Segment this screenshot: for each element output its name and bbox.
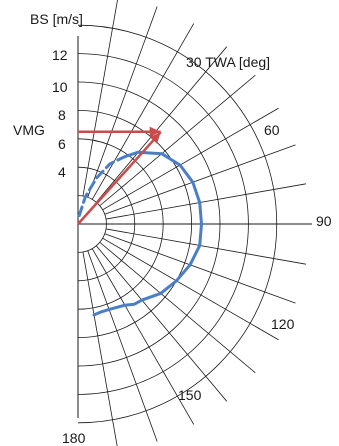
grid-radial-130 bbox=[99, 241, 256, 374]
bs-tick-4: 4 bbox=[58, 164, 66, 180]
bs-tick-12: 12 bbox=[52, 47, 68, 63]
optimal-heading-arrow-head bbox=[149, 132, 161, 144]
polar-curves bbox=[77, 150, 203, 317]
angle-label-90: 90 bbox=[316, 213, 332, 229]
vmg-vectors bbox=[77, 126, 162, 225]
bs-tick-6: 6 bbox=[58, 136, 66, 152]
polar-grid bbox=[77, 0, 312, 446]
polar-curve bbox=[92, 150, 203, 317]
vmg-label: VMG bbox=[13, 122, 45, 138]
grid-radial-80 bbox=[105, 183, 307, 220]
polar-curve-dashed bbox=[77, 155, 127, 218]
grid-radial-160 bbox=[87, 250, 158, 442]
grid-radial-60 bbox=[102, 107, 279, 211]
grid-radial-50 bbox=[99, 74, 256, 207]
y-axis-label: BS [m/s] bbox=[30, 11, 83, 27]
bs-tick-10: 10 bbox=[52, 79, 68, 95]
grid-radial-10 bbox=[82, 0, 118, 197]
grid-radial-140 bbox=[95, 245, 228, 402]
grid-radial-170 bbox=[82, 251, 118, 446]
grid-radial-110 bbox=[104, 233, 296, 304]
twa-axis-label: 30 TWA [deg] bbox=[186, 54, 270, 70]
vmg-arrow-head bbox=[149, 126, 161, 137]
grid-radial-40 bbox=[95, 46, 228, 203]
grid-radial-120 bbox=[102, 237, 279, 341]
angle-label-150: 150 bbox=[178, 387, 202, 403]
optimal-heading-arrow-line bbox=[77, 131, 162, 225]
grid-radial-100 bbox=[105, 228, 307, 265]
grid-radial-70 bbox=[104, 144, 296, 215]
grid-radial-150 bbox=[91, 248, 195, 425]
bs-tick-8: 8 bbox=[58, 107, 66, 123]
grid-radial-20 bbox=[87, 6, 158, 198]
grid-radial-30 bbox=[91, 23, 195, 200]
angle-label-180: 180 bbox=[62, 430, 86, 446]
angle-label-60: 60 bbox=[264, 122, 280, 138]
angle-label-120: 120 bbox=[271, 316, 295, 332]
